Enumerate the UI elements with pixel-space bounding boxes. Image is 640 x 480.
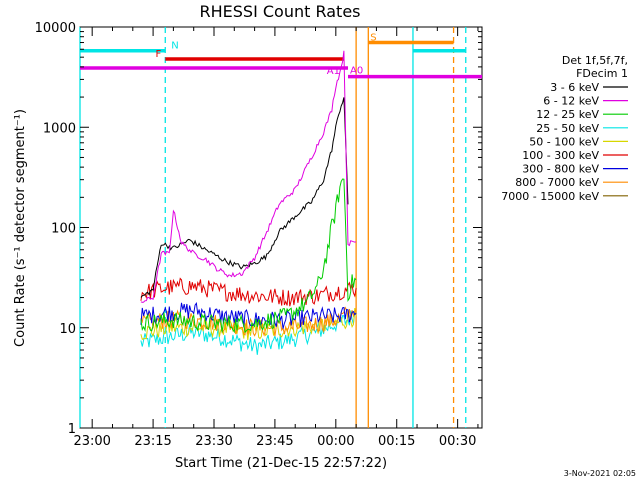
legend-entry-label: 800 - 7000 keV	[515, 176, 599, 189]
x-tick-label: 00:00	[317, 434, 354, 449]
x-tick-label: 00:15	[378, 434, 415, 449]
legend-entry-label: 100 - 300 keV	[522, 149, 599, 162]
time-markers	[79, 27, 467, 428]
x-tick-label: 23:30	[195, 434, 232, 449]
x-tick-label: 23:00	[73, 434, 110, 449]
flag-label: F	[156, 49, 162, 60]
y-tick-label: 10000	[35, 21, 76, 36]
y-tick-label: 100	[51, 222, 76, 237]
legend-entry-label: 7000 - 15000 keV	[501, 190, 599, 203]
flag-label: N	[171, 41, 178, 52]
legend-header: FDecim 1	[576, 67, 628, 80]
x-axis-label: Start Time (21-Dec-15 22:57:22)	[175, 456, 387, 471]
timestamp: 3-Nov-2021 02:05	[564, 469, 636, 478]
flag-label: A1	[327, 66, 340, 77]
legend-entry-label: 12 - 25 keV	[536, 108, 599, 121]
axis-ticks: 23:00 23:15 23:30 23:45 00:00 00:15 00:30 1 10 10…	[35, 21, 482, 449]
y-tick-label: 10	[59, 322, 76, 337]
legend-entry-label: 6 - 12 keV	[543, 95, 599, 108]
y-axis-label: Count Rate (s⁻¹ detector segment⁻¹)	[13, 109, 28, 347]
legend-entry-label: 3 - 6 keV	[550, 81, 599, 94]
chart-title: RHESSI Count Rates	[200, 2, 361, 21]
x-tick-label: 23:15	[134, 434, 171, 449]
x-tick-label: 23:45	[256, 434, 293, 449]
data-series	[140, 50, 357, 355]
flag-label: A0	[350, 66, 363, 77]
y-tick-label: 1	[68, 422, 76, 437]
series-line	[140, 97, 349, 298]
legend-header: Det 1f,5f,7f,	[562, 54, 628, 67]
series-line	[140, 50, 357, 303]
flag-bars: NF A0 A1 S	[80, 33, 482, 79]
legend-entry-label: 25 - 50 keV	[536, 122, 599, 135]
x-tick-label: 00:30	[439, 434, 476, 449]
y-tick-label: 1000	[43, 121, 76, 136]
series-line	[140, 310, 357, 355]
legend-entry-label: 50 - 100 keV	[529, 135, 599, 148]
plot-frame	[79, 26, 483, 429]
series-line	[140, 277, 357, 307]
legend-entry-label: 300 - 800 keV	[522, 163, 599, 176]
flag-label: S	[370, 33, 376, 44]
series-line	[140, 178, 357, 334]
series-line	[140, 306, 357, 337]
